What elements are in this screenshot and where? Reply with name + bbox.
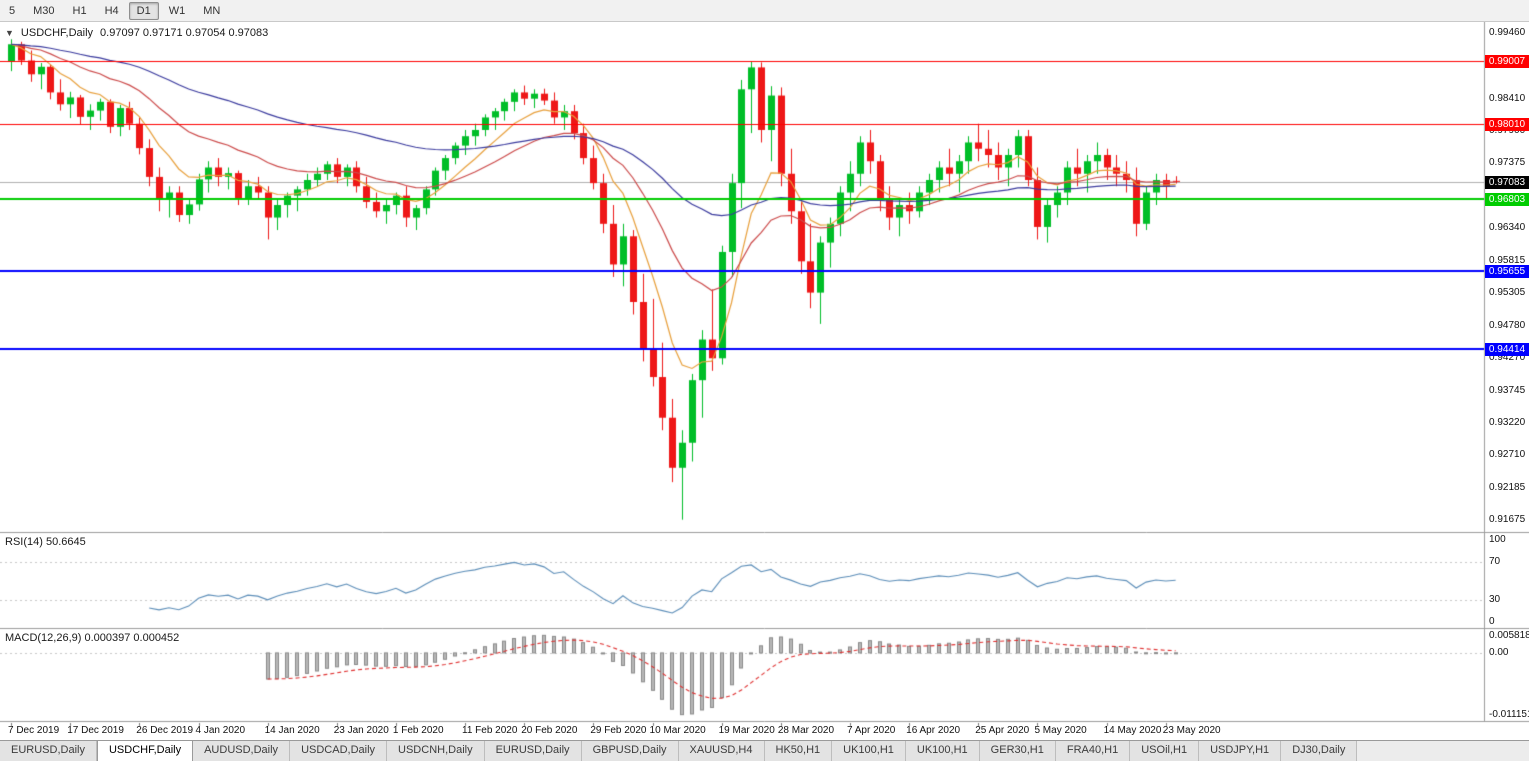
price-tick: 0.95815 xyxy=(1489,255,1526,267)
timeframe-button-m30[interactable]: M30 xyxy=(33,4,55,17)
timeframe-button-h4[interactable]: H4 xyxy=(104,4,119,17)
rsi-axis-label: 30 xyxy=(1489,593,1501,605)
date-axis-label: 25 Apr 2020 xyxy=(975,725,1030,736)
chart-tab-gbpusd-daily[interactable]: GBPUSD,Daily xyxy=(581,741,679,761)
price-tick: 0.94780 xyxy=(1489,319,1526,331)
chart-tab-usdcnh-daily[interactable]: USDCNH,Daily xyxy=(387,741,485,761)
timeframe-button-w1[interactable]: W1 xyxy=(168,4,186,17)
price-tick: 0.93745 xyxy=(1489,384,1526,396)
chart-tab-usoil-h1[interactable]: USOil,H1 xyxy=(1130,741,1200,761)
date-axis-label: 17 Dec 2019 xyxy=(67,725,124,736)
chart-tab-hk50-h1[interactable]: HK50,H1 xyxy=(764,741,833,761)
chart-canvas[interactable] xyxy=(0,22,1529,740)
date-axis-label: 14 Jan 2020 xyxy=(264,725,320,736)
rsi-axis-label: 70 xyxy=(1489,555,1501,567)
macd-axis-label: 0.00 xyxy=(1489,646,1509,658)
macd-axis-label: -0.011151 xyxy=(1489,709,1529,720)
date-axis-label: 16 Apr 2020 xyxy=(906,725,961,736)
macd-axis-label: 0.005818 xyxy=(1489,630,1529,641)
rsi-axis-label: 100 xyxy=(1489,534,1506,545)
timeframe-button-mn[interactable]: MN xyxy=(203,4,221,17)
chart-tab-eurusd-daily[interactable]: EURUSD,Daily xyxy=(0,741,97,761)
chart-tab-dj30-daily[interactable]: DJ30,Daily xyxy=(1281,741,1358,761)
price-tick: 0.93220 xyxy=(1489,417,1526,429)
chart-tab-uk100-h1[interactable]: UK100,H1 xyxy=(905,741,980,761)
timeframe-button-5[interactable]: 5 xyxy=(9,4,16,17)
date-axis-label: 23 Jan 2020 xyxy=(333,725,389,736)
current-price-badge: 0.97083 xyxy=(1485,175,1529,189)
date-axis-label: 10 Mar 2020 xyxy=(649,725,706,736)
date-axis-label: 5 May 2020 xyxy=(1034,725,1087,736)
price-tick: 0.91675 xyxy=(1489,513,1526,525)
price-line-badge: 0.98010 xyxy=(1485,117,1529,131)
price-tick: 0.92185 xyxy=(1489,482,1526,494)
price-tick: 0.98410 xyxy=(1489,92,1526,104)
chart-tab-usdcad-daily[interactable]: USDCAD,Daily xyxy=(290,741,388,761)
chart-tab-usdjpy-h1[interactable]: USDJPY,H1 xyxy=(1199,741,1282,761)
date-axis-label: 28 Mar 2020 xyxy=(777,725,835,736)
timeframe-button-d1[interactable]: D1 xyxy=(128,1,159,20)
price-line-badge: 0.94414 xyxy=(1485,342,1529,356)
chart-tab-xauusd-h4[interactable]: XAUUSD,H4 xyxy=(678,741,765,761)
chart-window: ▼ USDCHF,Daily 0.97097 0.97171 0.97054 0… xyxy=(0,22,1529,740)
chart-tab-ger30-h1[interactable]: GER30,H1 xyxy=(979,741,1056,761)
chart-tab-eurusd-daily[interactable]: EURUSD,Daily xyxy=(484,741,582,761)
timeframe-toolbar: 5 M30 H1 H4 D1 W1 MN xyxy=(0,0,1529,22)
date-axis-label: 11 Feb 2020 xyxy=(462,725,518,736)
chart-tab-uk100-h1[interactable]: UK100,H1 xyxy=(832,741,906,761)
price-tick: 0.92710 xyxy=(1489,449,1526,461)
price-tick: 0.95305 xyxy=(1489,286,1526,298)
price-tick: 0.99460 xyxy=(1489,27,1526,38)
chart-tab-audusd-daily[interactable]: AUDUSD,Daily xyxy=(193,741,291,761)
chart-tab-bar: EURUSD,Daily USDCHF,Daily AUDUSD,Daily USDC… xyxy=(0,740,1529,761)
date-axis-label: 4 Jan 2020 xyxy=(195,725,246,736)
date-axis-label: 29 Feb 2020 xyxy=(590,725,647,736)
date-axis-label: 19 Mar 2020 xyxy=(718,725,775,736)
date-axis-label: 14 May 2020 xyxy=(1103,725,1162,736)
chart-shift-icon[interactable]: ▼ xyxy=(5,28,14,38)
price-tick: 0.96340 xyxy=(1489,222,1526,234)
price-tick: 0.97375 xyxy=(1489,157,1526,169)
date-axis-label: 7 Dec 2019 xyxy=(8,725,60,736)
date-axis-label: 20 Feb 2020 xyxy=(521,725,578,736)
chart-tab-fra40-h1[interactable]: FRA40,H1 xyxy=(1055,741,1131,761)
price-line-badge: 0.99007 xyxy=(1485,55,1529,69)
date-axis-label: 23 May 2020 xyxy=(1162,725,1221,736)
date-axis-label: 1 Feb 2020 xyxy=(392,725,444,736)
chart-tab-usdchf-daily[interactable]: USDCHF,Daily xyxy=(96,741,194,761)
rsi-axis-label: 0 xyxy=(1489,616,1495,627)
price-line-badge: 0.96803 xyxy=(1485,193,1529,207)
date-axis-label: 7 Apr 2020 xyxy=(846,725,896,736)
price-tick: 0.94270 xyxy=(1489,351,1526,363)
timeframe-button-h1[interactable]: H1 xyxy=(72,4,87,17)
price-line-badge: 0.95655 xyxy=(1485,265,1529,279)
date-axis-label: 26 Dec 2019 xyxy=(136,725,194,736)
